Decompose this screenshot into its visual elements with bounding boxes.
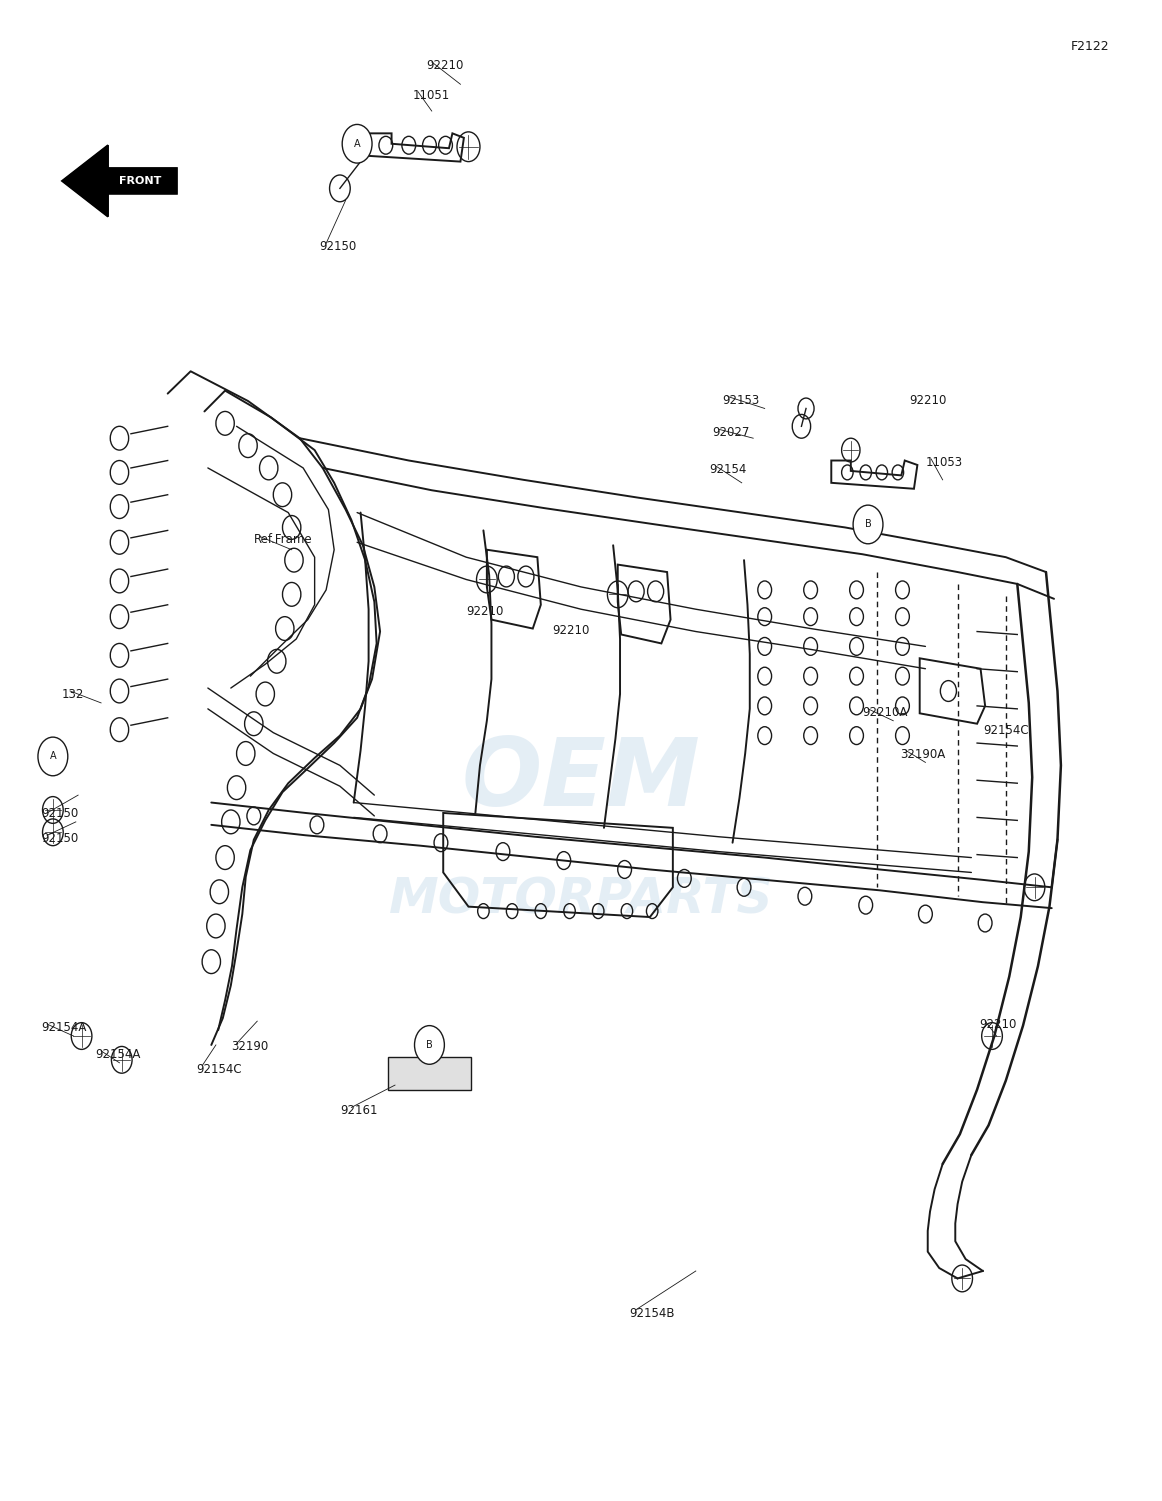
Text: 132: 132 bbox=[62, 687, 85, 701]
Text: 92153: 92153 bbox=[723, 393, 760, 407]
Text: 92150: 92150 bbox=[42, 832, 79, 845]
Text: 92210: 92210 bbox=[426, 59, 464, 72]
Text: 92161: 92161 bbox=[340, 1105, 378, 1117]
Text: 92154: 92154 bbox=[710, 464, 747, 476]
Text: 92150: 92150 bbox=[42, 808, 79, 820]
Text: B: B bbox=[865, 519, 872, 530]
Polygon shape bbox=[62, 146, 177, 216]
Text: 92027: 92027 bbox=[712, 426, 749, 440]
Text: 11051: 11051 bbox=[413, 89, 450, 102]
Text: 92154A: 92154A bbox=[95, 1048, 141, 1061]
Circle shape bbox=[415, 1025, 444, 1064]
Text: 32190: 32190 bbox=[231, 1040, 268, 1054]
Circle shape bbox=[342, 125, 372, 164]
Text: OEM: OEM bbox=[461, 734, 701, 826]
Text: 92210: 92210 bbox=[552, 624, 589, 636]
Text: 92210: 92210 bbox=[466, 605, 503, 618]
Text: FRONT: FRONT bbox=[119, 176, 162, 186]
Text: 11053: 11053 bbox=[925, 456, 962, 468]
Text: 92154C: 92154C bbox=[196, 1063, 242, 1076]
Text: B: B bbox=[426, 1040, 432, 1049]
Text: Ref.Frame: Ref.Frame bbox=[253, 533, 313, 546]
Text: 92210: 92210 bbox=[980, 1018, 1017, 1031]
Text: 32190A: 32190A bbox=[901, 747, 946, 761]
Text: 92150: 92150 bbox=[320, 240, 357, 254]
Circle shape bbox=[853, 506, 883, 543]
Text: 92154C: 92154C bbox=[983, 723, 1028, 737]
Text: A: A bbox=[50, 752, 56, 761]
Circle shape bbox=[38, 737, 67, 776]
Text: 92210A: 92210A bbox=[862, 705, 908, 719]
Text: A: A bbox=[353, 138, 360, 149]
Text: 92210: 92210 bbox=[910, 393, 947, 407]
Text: F2122: F2122 bbox=[1070, 39, 1110, 53]
Bar bbox=[388, 1057, 471, 1090]
Text: 92154B: 92154B bbox=[629, 1307, 675, 1319]
Text: 92154A: 92154A bbox=[42, 1021, 87, 1034]
Text: MOTORPARTS: MOTORPARTS bbox=[389, 875, 773, 923]
